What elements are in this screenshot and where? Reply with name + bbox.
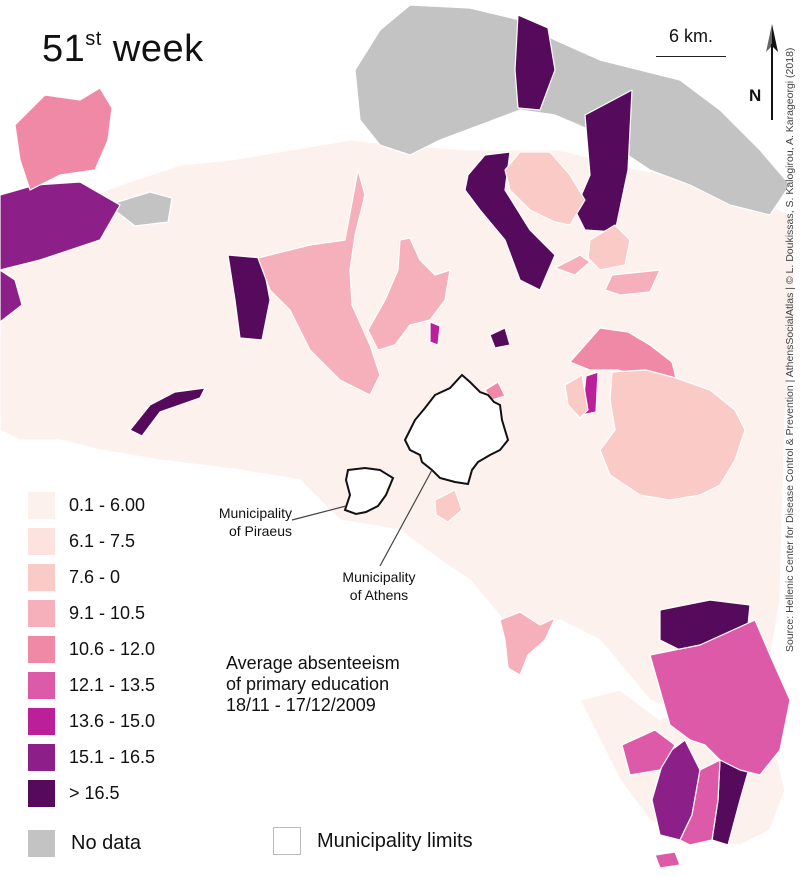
- region-9-10-small: [554, 254, 591, 276]
- legend-label: 9.1 - 10.5: [69, 603, 146, 623]
- region-9-10-ne: [604, 269, 661, 296]
- legend-swatch: [28, 528, 55, 555]
- legend-swatch: [28, 600, 55, 627]
- legend-item: 0.1 - 6.00: [28, 492, 145, 519]
- region-15-16-west: [0, 181, 121, 271]
- legend-item: 7.6 - 0: [28, 564, 120, 591]
- legend-label: 13.6 - 15.0: [69, 711, 156, 731]
- athens-callout-line: [379, 469, 433, 567]
- legend-label: 6.1 - 7.5: [69, 531, 136, 551]
- north-label: N: [749, 86, 762, 105]
- map-caption: Average absenteeism of primary education…: [226, 653, 400, 715]
- region-10-12-nw: [14, 87, 113, 191]
- legend-swatch: [28, 492, 55, 519]
- region-16-5-north: [514, 14, 556, 111]
- athens-label: Municipality of Athens: [342, 569, 416, 603]
- region-9-10-west: [257, 169, 381, 396]
- legend-swatch: [28, 672, 55, 699]
- legend-item: 9.1 - 10.5: [28, 600, 145, 627]
- legend-item: 10.6 - 12.0: [28, 636, 155, 663]
- region-16-5-central-n: [464, 151, 556, 291]
- legend-swatch: [28, 564, 55, 591]
- region-7-9-sw: [434, 489, 463, 523]
- legend-item: 6.1 - 7.5: [28, 528, 135, 555]
- legend-item: 12.1 - 13.5: [28, 672, 155, 699]
- legend-label: 7.6 - 0: [69, 567, 121, 587]
- region-15-16-west2: [0, 269, 23, 323]
- legend-swatch: [28, 708, 55, 735]
- region-13-15-a: [429, 321, 441, 346]
- piraeus-municipality-boundary: [343, 466, 395, 516]
- region-7-9-ne: [587, 224, 631, 271]
- legend-label: 12.1 - 13.5: [69, 675, 156, 695]
- legend-municipality-limits: Municipality limits: [273, 827, 473, 855]
- municipality-limits-swatch: [273, 827, 301, 855]
- legend-label: > 16.5: [69, 783, 120, 803]
- region-7-9-mid: [564, 374, 589, 419]
- legend-item: 15.1 - 16.5: [28, 744, 155, 771]
- region-12-13-southeast: [649, 619, 791, 776]
- map-title: 51st week: [42, 28, 204, 70]
- scale-label: 6 km.: [668, 26, 713, 46]
- legend-label: 0.1 - 6.00: [69, 495, 146, 515]
- region-nodata-west: [107, 191, 173, 227]
- piraeus-callout-line: [291, 505, 347, 521]
- region-7-9-north: [504, 151, 586, 226]
- region-10-12-east: [569, 327, 677, 379]
- scale-bar: [656, 56, 726, 57]
- no-data-label: No data: [71, 832, 142, 854]
- legend-no-data: No data: [28, 830, 141, 857]
- region-16-5-coast: [129, 387, 206, 437]
- legend-label: 10.6 - 12.0: [69, 639, 156, 659]
- region-12-13-island: [654, 851, 681, 869]
- region-12-13-south: [679, 759, 721, 846]
- region-12-13-sw: [621, 729, 676, 776]
- legend-swatch: [28, 780, 55, 807]
- no-data-swatch: [28, 830, 55, 857]
- region-16-5-north2: [574, 89, 633, 233]
- north-arrow-icon: [766, 24, 778, 120]
- legend-swatch: [28, 636, 55, 663]
- region-7-9-east: [599, 369, 746, 501]
- region-16-5-small: [489, 327, 511, 349]
- legend-swatch: [28, 744, 55, 771]
- region-9-10-central: [367, 237, 451, 351]
- source-credit: Source: Hellenic Center for Disease Cont…: [784, 47, 796, 652]
- region-9-10-south: [499, 611, 556, 676]
- legend-item: 13.6 - 15.0: [28, 708, 155, 735]
- legend-item: > 16.5: [28, 780, 120, 807]
- municipality-limits-label: Municipality limits: [317, 829, 473, 852]
- piraeus-label: Municipality of Piraeus: [218, 505, 292, 539]
- legend-label: 15.1 - 16.5: [69, 747, 156, 767]
